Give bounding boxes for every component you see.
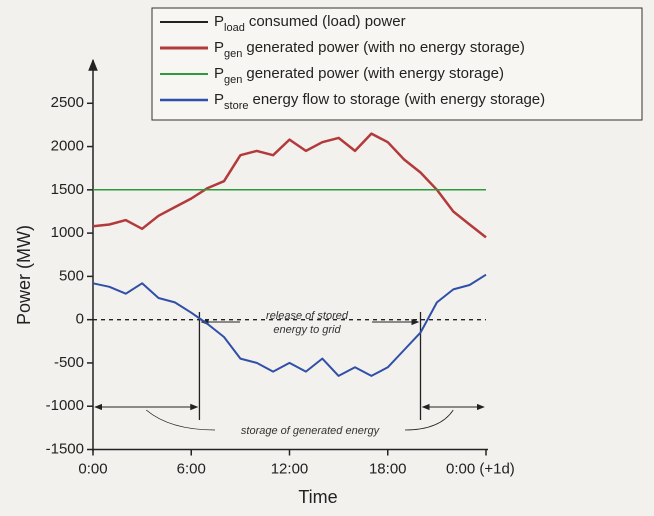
legend-subscript: gen [224,48,242,60]
x-axis-title: Time [298,487,337,507]
y-tick-label: -1000 [46,397,84,414]
legend-symbol: P [214,39,224,56]
legend-subscript: load [224,22,245,34]
y-tick-label: 2500 [51,94,84,111]
annotation: release of stored [266,310,349,322]
y-tick-label: 500 [59,267,84,284]
y-tick-label: 0 [76,311,84,328]
y-tick-label: -500 [54,354,84,371]
y-tick-label: -1500 [46,440,84,457]
legend-symbol: P [214,65,224,82]
annotation: energy to grid [273,324,341,336]
legend-symbol: P [214,13,224,30]
legend-symbol: P [214,91,224,108]
legend-subscript: gen [224,74,242,86]
y-tick-label: 1000 [51,224,84,241]
x-tick-label: 18:00 [369,460,407,477]
y-tick-label: 2000 [51,138,84,155]
legend-subscript: store [224,100,248,112]
chart: Power (MW) Time -1500 -1000 -500 0 500 1000 15… [0,0,654,511]
x-tick-label: 0:00 [78,460,107,477]
annotation: storage of generated energy [241,425,381,437]
x-tick-label: 6:00 [177,460,206,477]
legend-name: generated power (with energy storage) [246,65,504,82]
legend-name: generated power (with no energy storage) [246,39,525,56]
x-tick-label: 0:00 (+1d) [446,460,515,477]
y-tick-label: 1500 [51,181,84,198]
legend-name: energy flow to storage (with energy stor… [252,91,545,108]
y-axis-title: Power (MW) [14,225,34,325]
x-tick-label: 12:00 [271,460,309,477]
legend-name: consumed (load) power [249,13,406,30]
